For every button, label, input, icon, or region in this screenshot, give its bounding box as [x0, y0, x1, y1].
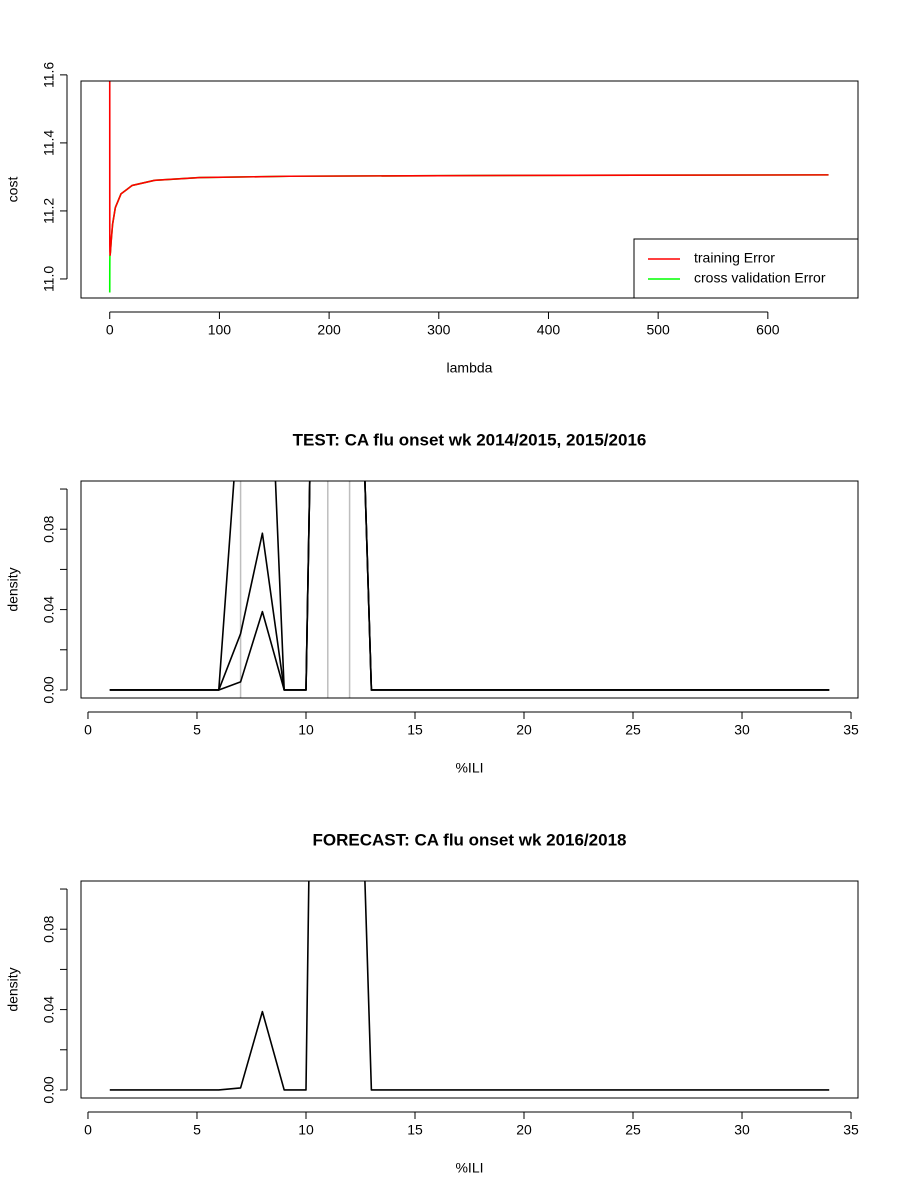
legend-box: [633, 238, 859, 299]
plot-frame: [80, 80, 859, 299]
series-line: [109, 881, 830, 1091]
x-tick-label: 35: [843, 1122, 859, 1138]
x-tick-label: 0: [84, 722, 92, 738]
x-tick-label: 400: [537, 322, 561, 338]
plot-frame: [80, 480, 859, 699]
legend: training Error cross validation Error: [633, 238, 859, 299]
x-tick-label: 35: [843, 722, 859, 738]
x-tick-label: 100: [208, 322, 232, 338]
series-line: [109, 481, 830, 691]
x-tick-label: 5: [193, 722, 201, 738]
x-tick-label: 15: [407, 722, 423, 738]
x-tick-label: 600: [756, 322, 780, 338]
y-tick-label: 0.08: [41, 515, 57, 542]
y-tick-label: 11.2: [41, 198, 57, 224]
x-tick-label: 15: [407, 1122, 423, 1138]
legend-label: cross validation Error: [694, 270, 826, 286]
y-tick-label: 11.6: [41, 62, 57, 88]
series-line: [109, 481, 830, 691]
x-axis-label: %ILI: [455, 1160, 483, 1176]
series-line: [108, 81, 829, 256]
x-tick-label: 25: [625, 1122, 641, 1138]
y-axis-label: density: [5, 567, 21, 611]
x-tick-label: 5: [193, 1122, 201, 1138]
x-tick-label: 25: [625, 722, 641, 738]
x-tick-label: 10: [298, 1122, 314, 1138]
x-tick-label: 300: [427, 322, 451, 338]
x-tick-label: 200: [317, 322, 341, 338]
y-tick-label: 0.04: [41, 996, 57, 1023]
y-tick-label: 0.00: [41, 1076, 57, 1103]
x-axis-label: lambda: [447, 360, 493, 376]
y-tick-label: 0.04: [41, 596, 57, 623]
x-tick-label: 0: [106, 322, 114, 338]
plot-frame: [80, 880, 859, 1099]
legend-label: training Error: [694, 250, 775, 266]
x-tick-label: 0: [84, 1122, 92, 1138]
x-tick-label: 20: [516, 1122, 532, 1138]
x-tick-label: 30: [734, 722, 750, 738]
chart-panel: FORECAST: CA flu onset wk 2016/2018 0 5 10 1…: [5, 830, 859, 1176]
x-tick-label: 500: [646, 322, 670, 338]
x-tick-label: 20: [516, 722, 532, 738]
x-tick-label: 30: [734, 1122, 750, 1138]
y-tick-label: 0.00: [41, 676, 57, 703]
x-tick-label: 10: [298, 722, 314, 738]
chart-title: FORECAST: CA flu onset wk 2016/2018: [313, 830, 627, 849]
y-tick-label: 11.4: [41, 130, 57, 156]
chart-panel: 0 100 200 300 400 500 600 lambda 11.0 11.2 11.4 11.…: [5, 62, 859, 376]
y-axis-label: cost: [5, 177, 21, 203]
series-line: [109, 481, 830, 691]
chart-panel: TEST: CA flu onset wk 2014/2015, 2015/20…: [5, 430, 859, 776]
chart-title: TEST: CA flu onset wk 2014/2015, 2015/20…: [293, 430, 647, 449]
y-axis-label: density: [5, 967, 21, 1011]
y-tick-label: 0.08: [41, 915, 57, 942]
x-axis-label: %ILI: [455, 760, 483, 776]
y-tick-label: 11.0: [41, 266, 57, 292]
